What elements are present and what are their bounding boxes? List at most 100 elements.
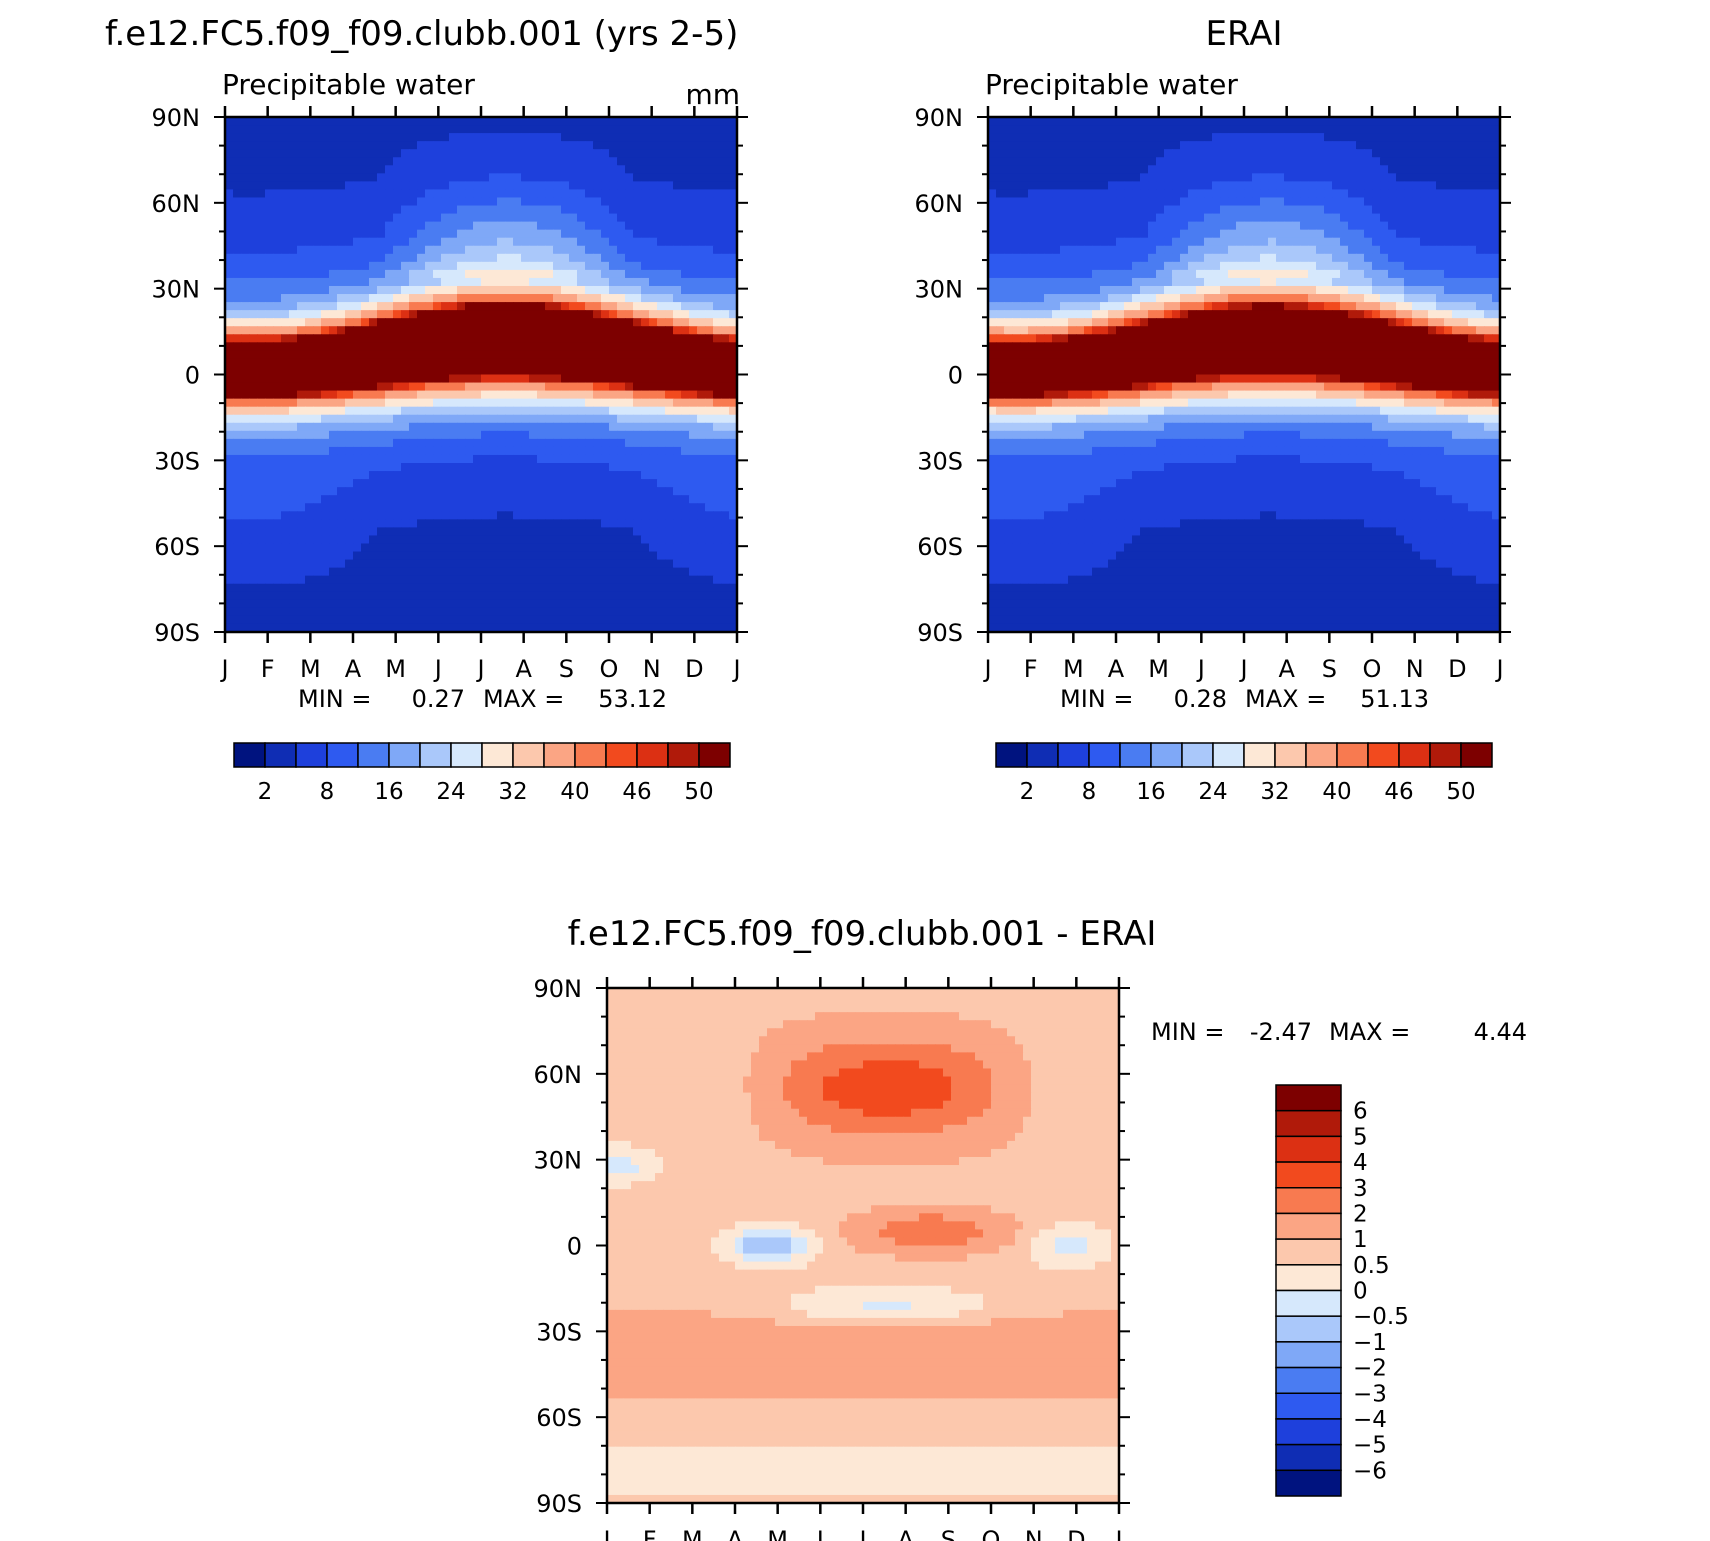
- field-cell: [617, 479, 626, 488]
- field-cell: [665, 261, 674, 271]
- field-cell: [489, 446, 498, 456]
- field-cell: [425, 149, 434, 158]
- field-cell: [393, 615, 402, 625]
- field-cell: [1436, 173, 1445, 182]
- field-cell: [441, 591, 450, 601]
- field-cell: [265, 197, 274, 207]
- field-cell: [281, 205, 290, 215]
- field-cell: [393, 205, 402, 215]
- field-cell: [433, 261, 442, 271]
- field-cell: [457, 463, 466, 472]
- field-cell: [257, 229, 266, 239]
- field-cell: [1204, 157, 1213, 166]
- field-cell: [1324, 117, 1333, 126]
- field-cell: [553, 326, 562, 335]
- field-cell: [1092, 205, 1101, 215]
- field-cell: [329, 479, 338, 488]
- field-cell: [1412, 141, 1421, 150]
- field-cell: [265, 285, 274, 295]
- field-cell: [257, 463, 266, 472]
- field-cell: [585, 213, 594, 223]
- field-cell: [393, 591, 402, 601]
- field-cell: [473, 310, 482, 319]
- field-cell: [609, 398, 618, 408]
- field-cell: [265, 414, 274, 424]
- field-cell: [401, 567, 410, 577]
- field-cell: [353, 366, 362, 376]
- field-cell: [585, 406, 594, 416]
- field-cell: [561, 302, 570, 311]
- field-cell: [481, 479, 490, 488]
- field-cell: [281, 398, 290, 408]
- field-cell: [673, 390, 682, 400]
- field-cell: [249, 503, 258, 512]
- field-cell: [657, 535, 666, 545]
- field-cell: [289, 269, 298, 279]
- field-cell: [1100, 165, 1109, 174]
- field-cell: [729, 125, 737, 134]
- field-cell: [521, 607, 530, 617]
- field-cell: [361, 326, 370, 335]
- field-cell: [689, 157, 698, 166]
- field-cell: [705, 551, 714, 561]
- field-cell: [641, 495, 650, 504]
- field-cell: [449, 253, 458, 263]
- field-cell: [369, 310, 378, 319]
- field-cell: [729, 446, 737, 456]
- field-cell: [689, 583, 698, 593]
- field-cell: [321, 583, 330, 593]
- field-cell: [393, 583, 402, 593]
- colorbar-swatch: [233, 742, 266, 768]
- field-cell: [1364, 197, 1373, 207]
- field-cell: [1404, 117, 1413, 126]
- field-cell: [425, 567, 434, 577]
- field-cell: [561, 237, 570, 247]
- field-cell: [273, 141, 282, 150]
- field-cell: [233, 237, 242, 247]
- field-cell: [1348, 165, 1357, 174]
- field-cell: [465, 623, 474, 632]
- field-cell: [241, 527, 250, 537]
- field-cell: [1196, 117, 1205, 126]
- field-cell: [705, 527, 714, 537]
- field-cell: [537, 430, 546, 440]
- field-cell: [577, 277, 586, 287]
- field-cell: [665, 551, 674, 561]
- field-cell: [529, 438, 538, 448]
- field-cell: [713, 406, 722, 416]
- field-cell: [721, 390, 730, 400]
- field-cell: [1236, 197, 1245, 207]
- field-cell: [697, 165, 706, 174]
- field-cell: [617, 583, 626, 593]
- field-cell: [996, 173, 1005, 182]
- field-cell: [225, 237, 234, 247]
- field-cell: [225, 302, 234, 311]
- field-cell: [721, 358, 730, 368]
- field-cell: [681, 318, 690, 327]
- field-cell: [513, 599, 522, 609]
- field-cell: [345, 141, 354, 150]
- field-cell: [569, 471, 578, 480]
- field-cell: [705, 583, 714, 593]
- colorbar-swatch: [574, 742, 607, 768]
- field-cell: [233, 406, 242, 416]
- field-cell: [457, 229, 466, 239]
- field-cell: [513, 438, 522, 448]
- field-cell: [225, 318, 234, 327]
- field-cell: [265, 374, 274, 384]
- field-cell: [225, 406, 234, 416]
- field-cell: [1124, 149, 1133, 158]
- field-cell: [345, 599, 354, 609]
- field-cell: [369, 261, 378, 271]
- field-cell: [665, 277, 674, 287]
- field-cell: [449, 390, 458, 400]
- field-cell: [289, 165, 298, 174]
- field-cell: [1172, 125, 1181, 134]
- field-cell: [1356, 181, 1365, 191]
- field-cell: [273, 253, 282, 263]
- field-cell: [273, 406, 282, 416]
- field-cell: [721, 406, 730, 416]
- field-cell: [305, 406, 314, 416]
- field-cell: [521, 615, 530, 625]
- field-cell: [425, 245, 434, 255]
